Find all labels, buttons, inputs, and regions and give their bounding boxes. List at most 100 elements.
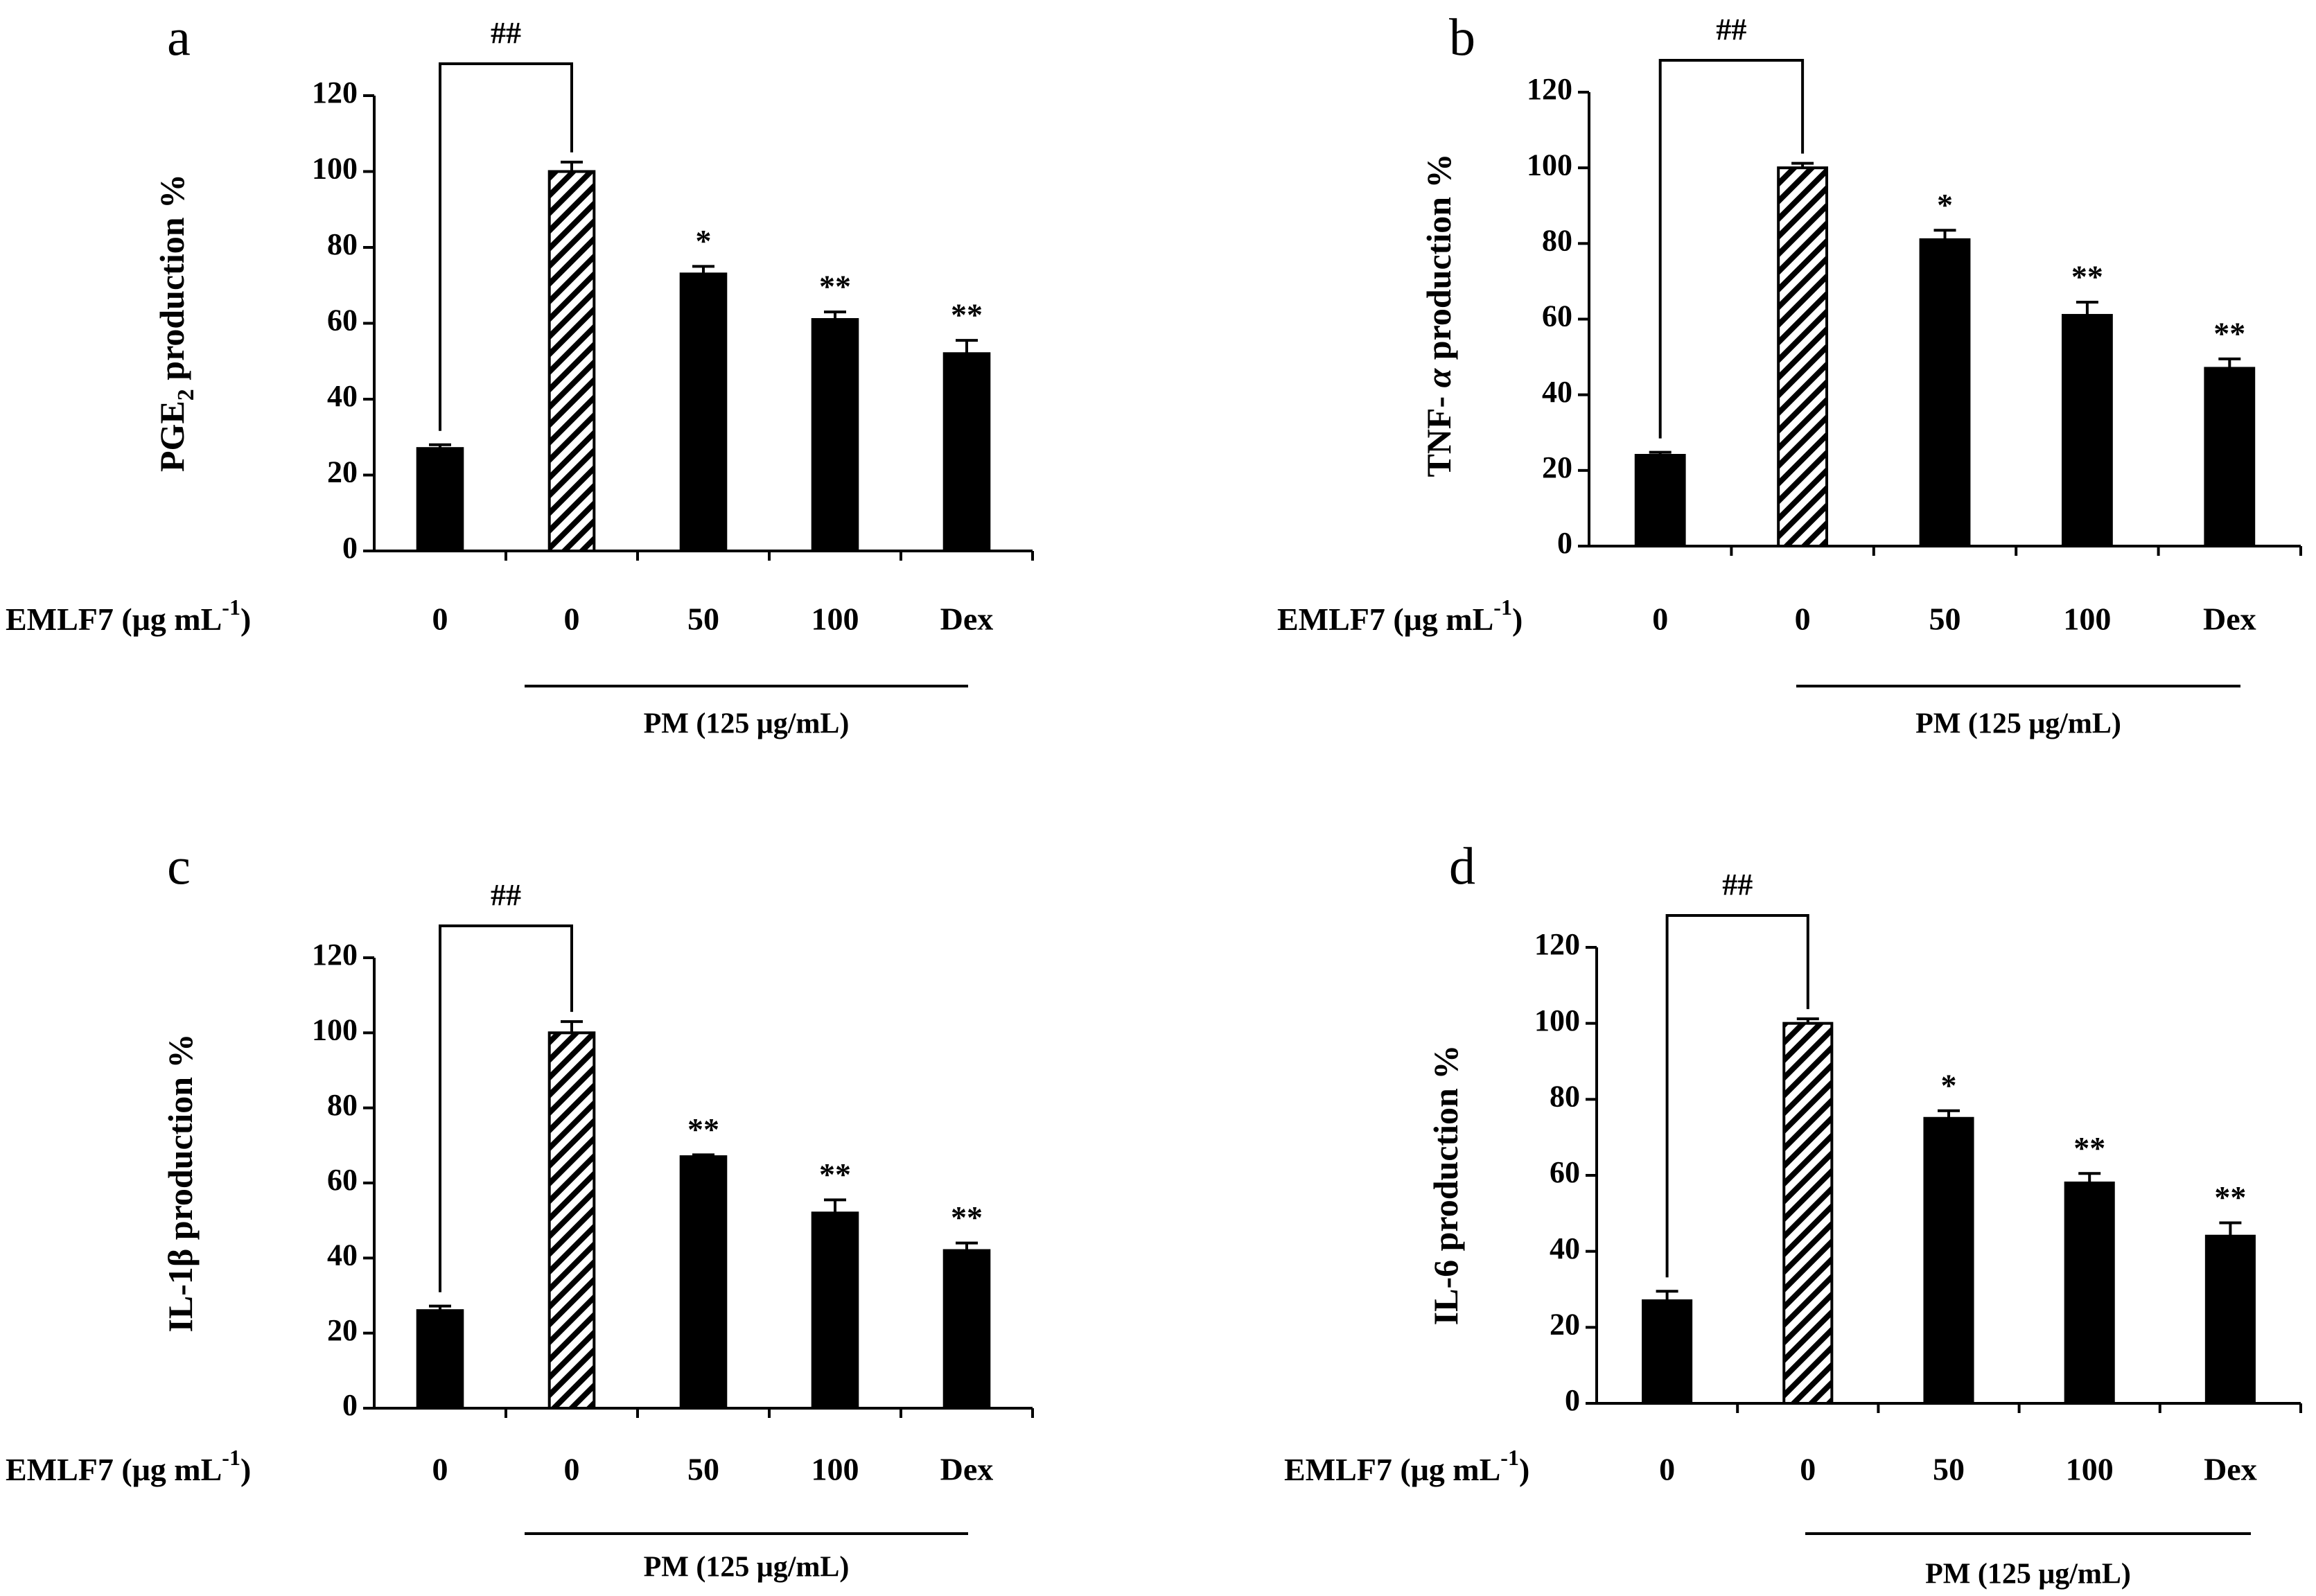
y-tick-label: 100 (1527, 148, 1572, 182)
y-tick-label: 20 (1550, 1307, 1580, 1341)
bracket-label: ## (491, 878, 521, 912)
y-tick-label: 60 (1542, 299, 1572, 333)
panel-label: b (1449, 8, 1475, 67)
x-category-label: 50 (1929, 602, 1961, 637)
y-tick-label: 120 (312, 938, 358, 972)
bar-d-3 (2064, 1181, 2115, 1405)
x-category-label: 50 (687, 1452, 719, 1487)
bar-c-4 (942, 1249, 991, 1410)
y-tick-label: 100 (312, 152, 358, 186)
bar-a-1 (547, 170, 596, 552)
x-category-label: 0 (564, 602, 580, 637)
bar-b-0 (1634, 454, 1686, 547)
significance-mark: ** (2071, 259, 2103, 295)
y-tick-label: 20 (327, 1313, 358, 1347)
significance-mark: * (696, 223, 712, 258)
x-category-label: 0 (1652, 602, 1668, 637)
significance-bracket (1658, 59, 1805, 439)
chart-panel-a: a 0 20 40 60 80 100 120 0 0 * 50 ** 100 ** Dex ## PGE2 pr… (6, 8, 1034, 740)
x-category-label: Dex (940, 602, 994, 637)
x-category-label: 0 (564, 1452, 580, 1487)
y-tick-label: 40 (1542, 375, 1572, 409)
bar-b-1 (1777, 166, 1829, 547)
bar-b-3 (2061, 314, 2113, 547)
panel-label: d (1449, 837, 1475, 895)
significance-bracket (1665, 914, 1809, 1278)
bracket-label: ## (491, 16, 521, 50)
y-tick-label: 60 (327, 304, 358, 337)
x-category-label: 100 (812, 602, 859, 637)
y-tick-label: 0 (1565, 1383, 1580, 1417)
y-tick-label: 80 (327, 1088, 358, 1122)
y-tick-label: 100 (1534, 1003, 1580, 1037)
x-category-label: 50 (687, 602, 719, 637)
pm-group-label: PM (125 μg/mL) (1925, 1559, 2131, 1590)
x-category-label: 0 (1800, 1452, 1816, 1487)
x-category-label: 50 (1933, 1452, 1965, 1487)
bar-b-2 (1919, 238, 1971, 547)
y-tick-label: 80 (327, 227, 358, 261)
x-category-label: Dex (940, 1452, 994, 1487)
significance-mark: ** (2213, 315, 2245, 351)
y-tick-label: 0 (342, 531, 358, 565)
y-tick-label: 120 (1527, 72, 1572, 106)
y-tick-label: 60 (1550, 1155, 1580, 1189)
bar-c-2 (679, 1155, 728, 1410)
chart-panel-c: c 0 20 40 60 80 100 120 0 0 ** 50 ** 100 ** Dex ## IL-1β … (6, 837, 1034, 1584)
significance-mark: ** (687, 1112, 719, 1147)
significance-mark: * (1937, 187, 1953, 222)
pm-group-label: PM (125 μg/mL) (644, 708, 850, 740)
y-tick-label: 120 (312, 76, 358, 109)
x-category-label: 0 (432, 1452, 448, 1487)
y-tick-label: 80 (1550, 1079, 1580, 1113)
chart-panel-d: d 0 20 40 60 80 100 120 0 0 * 50 ** 100 ** Dex ## IL-6 pr… (1284, 837, 2302, 1590)
y-tick-label: 20 (327, 455, 358, 489)
y-tick-label: 60 (327, 1163, 358, 1197)
y-tick-label: 40 (327, 1238, 358, 1272)
bar-a-3 (811, 318, 859, 552)
y-tick-label: 0 (342, 1388, 358, 1422)
significance-mark: ** (819, 269, 851, 304)
bracket-label: ## (1716, 12, 1746, 46)
x-category-label: 100 (812, 1452, 859, 1487)
y-axis-label: TNF- α production % (1419, 153, 1458, 477)
bar-d-2 (1923, 1116, 1974, 1405)
y-axis-label: IL-1β production % (161, 1033, 200, 1332)
bar-c-0 (416, 1309, 464, 1410)
treatment-row-label: EMLF7 (μg mL-1) (6, 595, 251, 636)
bar-d-4 (2204, 1234, 2256, 1405)
y-axis-label: IL-6 production % (1426, 1045, 1465, 1326)
pm-group-label: PM (125 μg/mL) (644, 1552, 850, 1584)
significance-mark: ** (951, 297, 983, 333)
significance-mark: * (1941, 1067, 1957, 1103)
x-category-label: 0 (1659, 1452, 1675, 1487)
y-tick-label: 40 (1550, 1231, 1580, 1265)
treatment-row-label: EMLF7 (μg mL-1) (1284, 1445, 1529, 1487)
x-category-label: 100 (2066, 1452, 2114, 1487)
y-tick-label: 120 (1534, 927, 1580, 961)
y-axis-label: PGE2 production % (152, 174, 199, 472)
bar-a-2 (679, 272, 728, 552)
bar-a-0 (416, 447, 464, 552)
treatment-row-label: EMLF7 (μg mL-1) (6, 1445, 251, 1487)
bar-d-0 (1642, 1299, 1693, 1405)
x-category-label: 100 (2063, 602, 2111, 637)
panel-label: c (167, 837, 191, 895)
y-tick-label: 40 (327, 379, 358, 413)
pm-group-label: PM (125 μg/mL) (1915, 708, 2121, 740)
chart-panel-b: b 0 20 40 60 80 100 120 0 0 * 50 ** 100 ** Dex ## TNF- α … (1277, 8, 2302, 740)
x-category-label: 0 (432, 602, 448, 637)
significance-bracket (439, 62, 573, 431)
bracket-label: ## (1722, 868, 1753, 902)
y-tick-label: 80 (1542, 223, 1572, 257)
bar-d-1 (1782, 1021, 1834, 1405)
significance-mark: ** (2214, 1180, 2246, 1215)
y-tick-label: 20 (1542, 450, 1572, 484)
panel-label: a (167, 8, 191, 67)
x-category-label: 0 (1795, 602, 1811, 637)
significance-mark: ** (2073, 1130, 2105, 1166)
y-tick-label: 100 (312, 1012, 358, 1046)
significance-mark: ** (951, 1200, 983, 1235)
bar-c-1 (547, 1031, 596, 1410)
